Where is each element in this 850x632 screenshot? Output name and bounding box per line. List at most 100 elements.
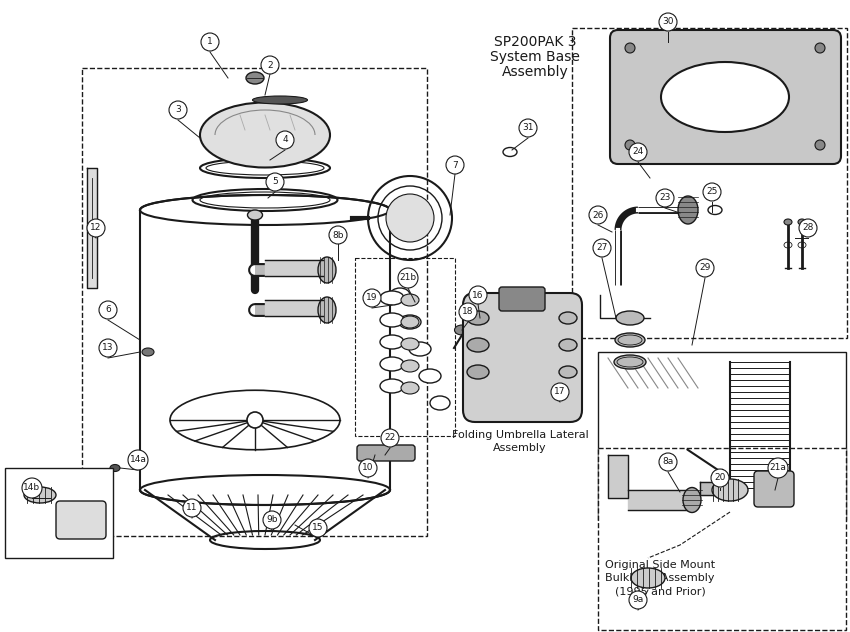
Text: 8b: 8b xyxy=(332,231,343,240)
Ellipse shape xyxy=(661,62,789,132)
Circle shape xyxy=(625,140,635,150)
Bar xyxy=(598,352,846,520)
Circle shape xyxy=(128,450,148,470)
Ellipse shape xyxy=(784,219,792,225)
Circle shape xyxy=(815,43,825,53)
Circle shape xyxy=(469,286,487,304)
Ellipse shape xyxy=(401,338,419,350)
Text: 14a: 14a xyxy=(129,456,146,465)
Ellipse shape xyxy=(419,369,441,383)
Circle shape xyxy=(629,143,647,161)
Ellipse shape xyxy=(401,294,419,306)
Ellipse shape xyxy=(110,465,120,471)
Circle shape xyxy=(659,13,677,31)
Text: 21a: 21a xyxy=(769,463,786,473)
Ellipse shape xyxy=(401,382,419,394)
Text: 3: 3 xyxy=(175,106,181,114)
FancyBboxPatch shape xyxy=(56,501,106,539)
Text: 15: 15 xyxy=(312,523,324,533)
Circle shape xyxy=(309,519,327,537)
Text: SP200PAK 3: SP200PAK 3 xyxy=(494,35,576,49)
Ellipse shape xyxy=(455,325,469,335)
Ellipse shape xyxy=(401,316,419,328)
Ellipse shape xyxy=(252,96,308,104)
Circle shape xyxy=(247,412,263,428)
Ellipse shape xyxy=(559,366,577,378)
Text: Original Side Mount: Original Side Mount xyxy=(605,560,715,570)
Circle shape xyxy=(703,183,721,201)
Text: 1: 1 xyxy=(207,37,212,47)
Text: 9b: 9b xyxy=(266,516,278,525)
Ellipse shape xyxy=(631,568,665,588)
Circle shape xyxy=(381,429,399,447)
Ellipse shape xyxy=(678,196,698,224)
Text: 11: 11 xyxy=(186,504,198,513)
Text: 6: 6 xyxy=(105,305,111,315)
Circle shape xyxy=(799,219,817,237)
Circle shape xyxy=(659,453,677,471)
Ellipse shape xyxy=(380,379,404,393)
FancyBboxPatch shape xyxy=(499,287,545,311)
Text: 31: 31 xyxy=(522,123,534,133)
Circle shape xyxy=(551,383,569,401)
Text: 30: 30 xyxy=(662,18,674,27)
Circle shape xyxy=(711,469,729,487)
Text: 2: 2 xyxy=(267,61,273,70)
Circle shape xyxy=(99,301,117,319)
Circle shape xyxy=(589,206,607,224)
Text: 18: 18 xyxy=(462,308,473,317)
Ellipse shape xyxy=(318,297,336,323)
Circle shape xyxy=(446,156,464,174)
Circle shape xyxy=(263,511,281,529)
Circle shape xyxy=(276,131,294,149)
FancyBboxPatch shape xyxy=(463,293,582,422)
Ellipse shape xyxy=(318,257,336,283)
Text: 22: 22 xyxy=(384,434,395,442)
Ellipse shape xyxy=(409,342,431,356)
Ellipse shape xyxy=(430,396,450,410)
Circle shape xyxy=(629,591,647,609)
Ellipse shape xyxy=(380,291,404,305)
Text: Assembly: Assembly xyxy=(493,443,547,453)
Ellipse shape xyxy=(559,339,577,351)
Ellipse shape xyxy=(380,357,404,371)
Ellipse shape xyxy=(142,348,154,356)
Bar xyxy=(82,68,427,536)
Text: 10: 10 xyxy=(362,463,374,473)
Ellipse shape xyxy=(616,311,644,325)
Text: 12: 12 xyxy=(90,224,102,233)
Text: Folding Umbrella Lateral: Folding Umbrella Lateral xyxy=(451,430,588,440)
Text: 17: 17 xyxy=(554,387,566,396)
Text: 19: 19 xyxy=(366,293,377,303)
Ellipse shape xyxy=(247,210,263,220)
Circle shape xyxy=(398,268,418,288)
Ellipse shape xyxy=(200,102,330,167)
Text: 9a: 9a xyxy=(632,595,643,604)
Circle shape xyxy=(266,173,284,191)
Text: 8a: 8a xyxy=(662,458,673,466)
Text: Assembly: Assembly xyxy=(502,65,569,79)
Text: Bulkhead Assembly: Bulkhead Assembly xyxy=(605,573,715,583)
Text: 28: 28 xyxy=(802,224,813,233)
Ellipse shape xyxy=(798,219,806,225)
Text: 26: 26 xyxy=(592,210,603,219)
Text: 23: 23 xyxy=(660,193,671,202)
Ellipse shape xyxy=(615,333,645,347)
Bar xyxy=(5,468,113,558)
Text: 24: 24 xyxy=(632,147,643,157)
Ellipse shape xyxy=(399,315,421,329)
Text: 4: 4 xyxy=(282,135,288,145)
Ellipse shape xyxy=(559,312,577,324)
Circle shape xyxy=(386,194,434,242)
Bar xyxy=(598,448,846,630)
Circle shape xyxy=(815,140,825,150)
Circle shape xyxy=(359,459,377,477)
Text: 7: 7 xyxy=(452,161,458,169)
Text: (1995 and Prior): (1995 and Prior) xyxy=(615,586,706,596)
Ellipse shape xyxy=(24,487,56,503)
Circle shape xyxy=(519,119,537,137)
Text: 13: 13 xyxy=(102,344,114,353)
Text: 16: 16 xyxy=(473,291,484,300)
Circle shape xyxy=(656,189,674,207)
Circle shape xyxy=(593,239,611,257)
